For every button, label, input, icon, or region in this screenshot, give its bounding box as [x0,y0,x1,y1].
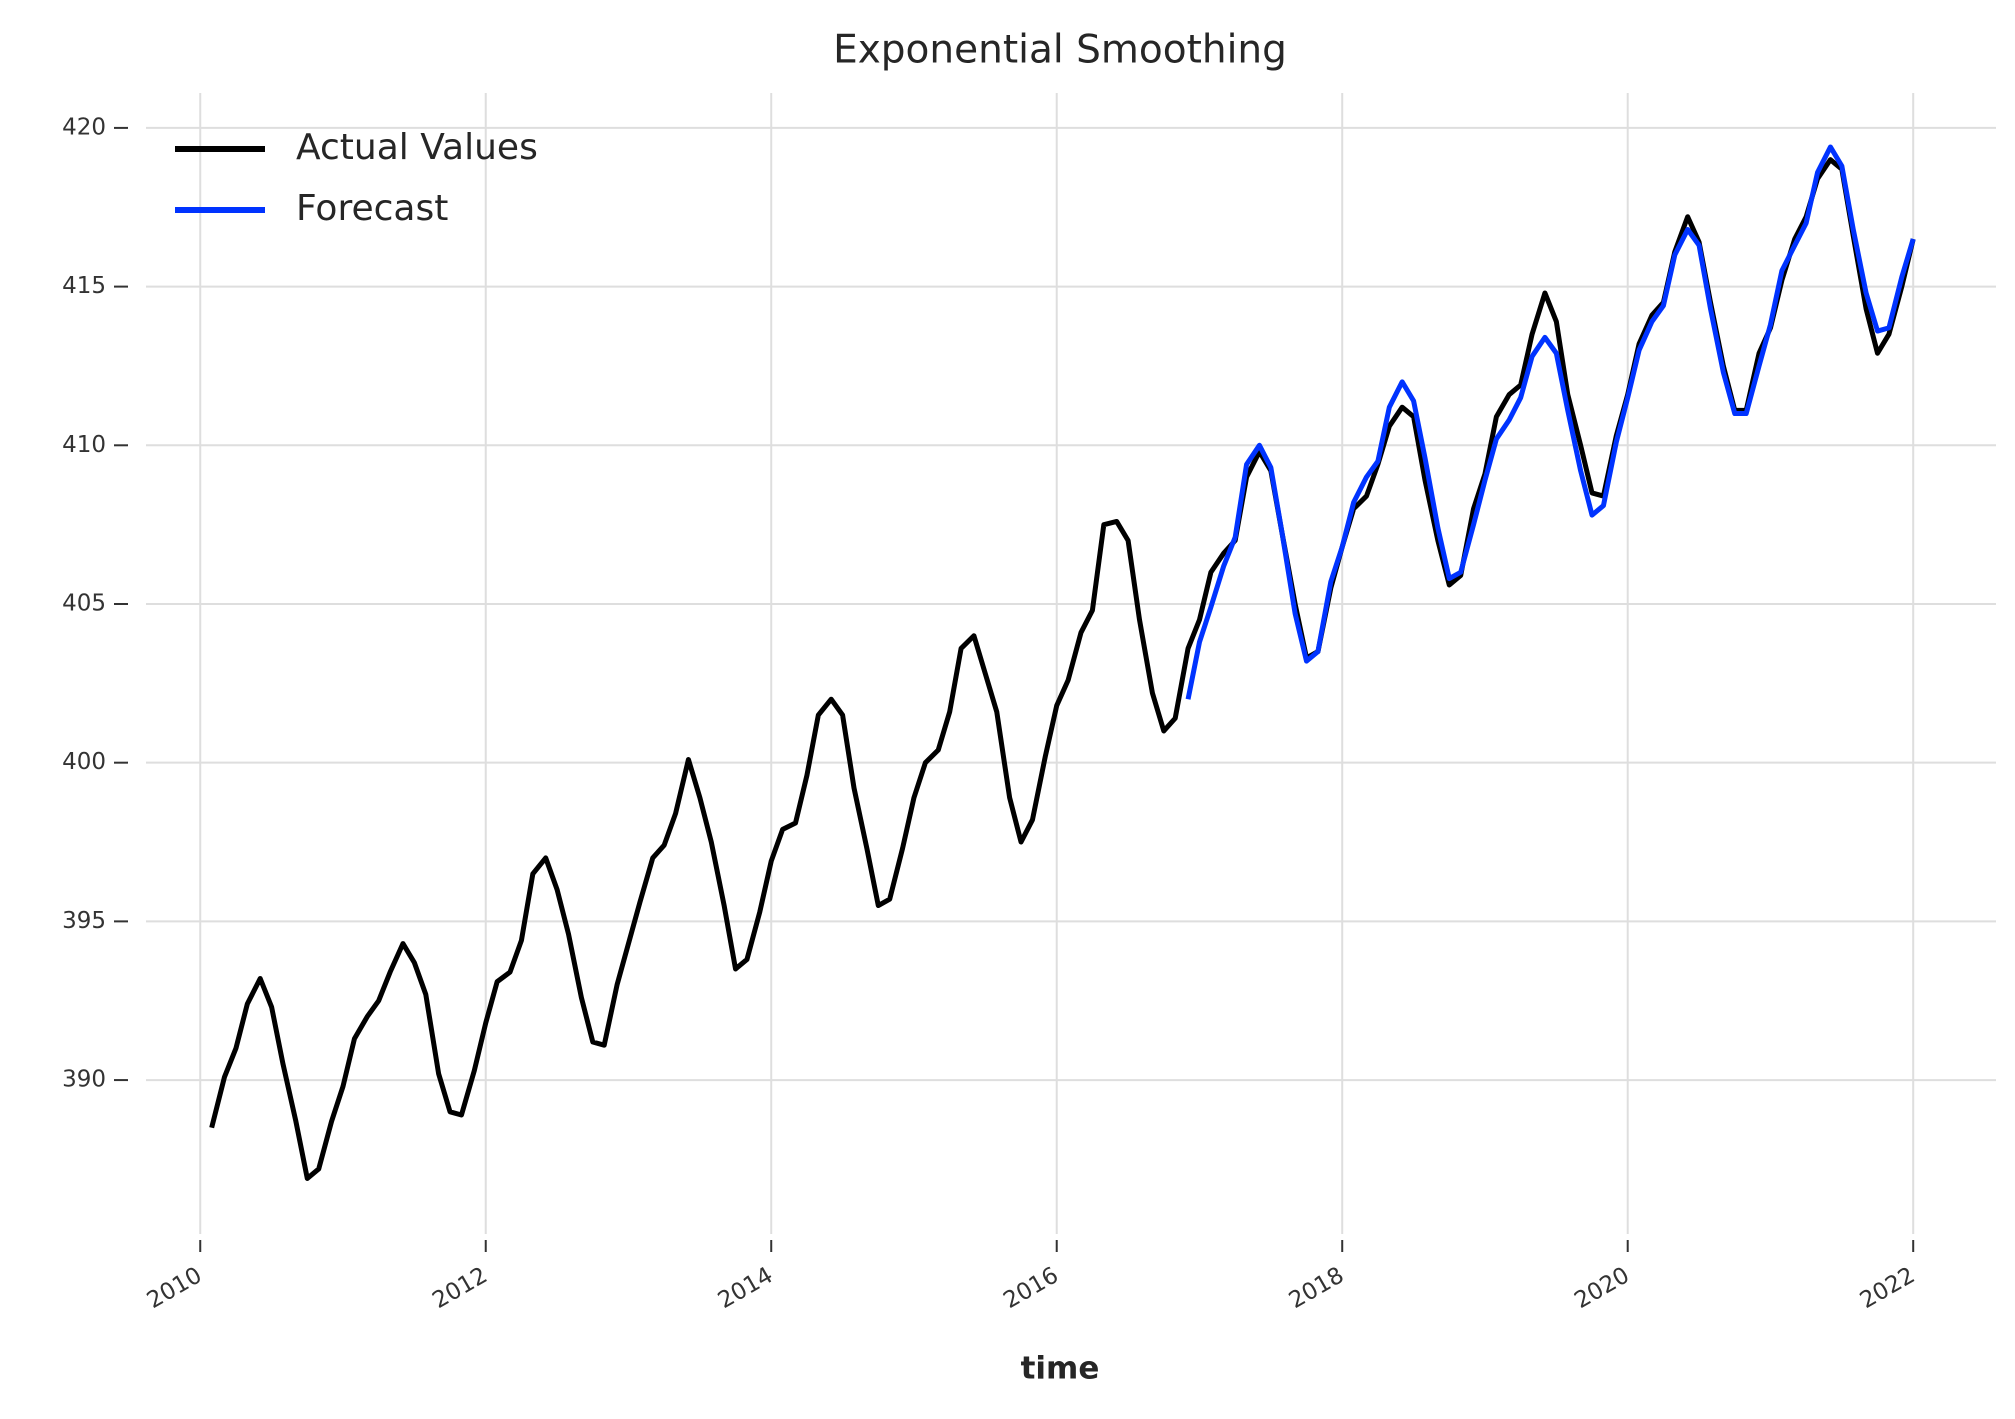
series-line [1185,144,1916,700]
x-tick-label: 2016 [999,1262,1063,1314]
legend-label: Actual Values [296,127,538,168]
y-tick-label: 420 [62,114,106,140]
x-tick-label: 2012 [428,1262,492,1314]
x-tick-label: 2010 [143,1262,207,1314]
y-tick-label: 400 [62,749,106,775]
x-tick-label: 2020 [1570,1262,1634,1314]
x-axis-label: time [1021,1351,1100,1387]
x-tick-label: 2014 [714,1262,778,1314]
x-tick-label: 2022 [1856,1262,1920,1314]
y-tick-label: 415 [62,273,106,299]
chart-title: Exponential Smoothing [833,28,1287,73]
grid [114,93,1996,1252]
y-tick-label: 390 [62,1067,106,1093]
legend-label: Forecast [296,188,448,229]
y-tick-label: 395 [62,908,106,934]
y-tick-label: 405 [62,590,106,616]
x-tick-label: 2018 [1285,1262,1349,1314]
y-tick-label: 410 [62,432,106,458]
